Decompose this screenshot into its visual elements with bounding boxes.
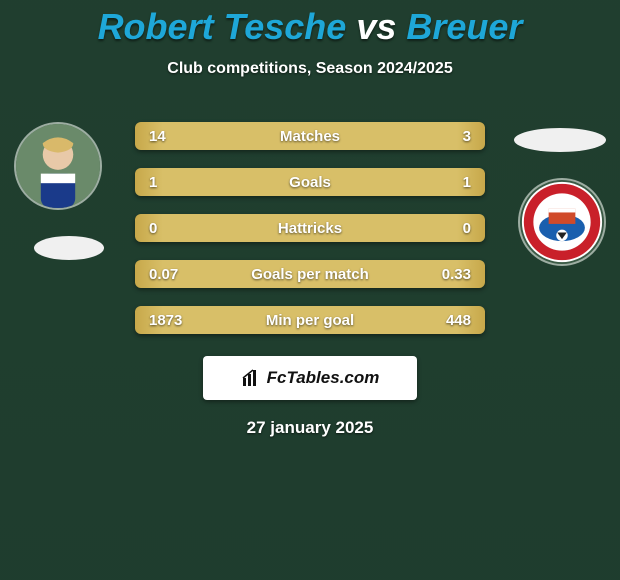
player2-club-badge <box>518 178 606 266</box>
stat-label: Min per goal <box>189 312 431 329</box>
stat-rows: 14 Matches 3 1 Goals 1 0 Hattricks 0 0.0… <box>135 122 485 352</box>
subtitle: Club competitions, Season 2024/2025 <box>0 60 620 78</box>
player2-name: Breuer <box>406 6 522 47</box>
stat-left-value: 1 <box>149 174 189 191</box>
player1-avatar <box>14 122 102 210</box>
stat-label: Goals per match <box>189 266 431 283</box>
vs-text: vs <box>356 6 396 47</box>
stat-right-value: 3 <box>431 128 471 145</box>
stat-right-value: 1 <box>431 174 471 191</box>
date-stamp: 27 january 2025 <box>0 418 620 438</box>
stat-left-value: 0.07 <box>149 266 189 283</box>
stat-right-value: 0 <box>431 220 471 237</box>
stat-label: Matches <box>189 128 431 145</box>
stat-left-value: 14 <box>149 128 189 145</box>
club-badge-icon <box>520 180 604 264</box>
stat-row-matches: 14 Matches 3 <box>135 122 485 150</box>
stat-label: Goals <box>189 174 431 191</box>
stat-left-value: 1873 <box>149 312 189 329</box>
player1-name: Robert Tesche <box>98 6 347 47</box>
stat-right-value: 0.33 <box>431 266 471 283</box>
player1-avatar-image <box>16 124 100 208</box>
stat-right-value: 448 <box>431 312 471 329</box>
comparison-card: Robert Tesche vs Breuer Club competition… <box>0 0 620 438</box>
stat-left-value: 0 <box>149 220 189 237</box>
brand-badge: FcTables.com <box>203 356 417 400</box>
stat-row-mpg: 1873 Min per goal 448 <box>135 306 485 334</box>
stat-row-goals: 1 Goals 1 <box>135 168 485 196</box>
brand-label: FcTables.com <box>267 368 380 388</box>
stat-label: Hattricks <box>189 220 431 237</box>
players-area: 14 Matches 3 1 Goals 1 0 Hattricks 0 0.0… <box>0 108 620 338</box>
player1-flag-icon <box>34 236 104 260</box>
player2-flag-icon <box>514 128 606 152</box>
page-title: Robert Tesche vs Breuer <box>0 0 620 48</box>
bar-chart-icon <box>241 368 261 388</box>
stat-row-gpm: 0.07 Goals per match 0.33 <box>135 260 485 288</box>
stat-row-hattricks: 0 Hattricks 0 <box>135 214 485 242</box>
